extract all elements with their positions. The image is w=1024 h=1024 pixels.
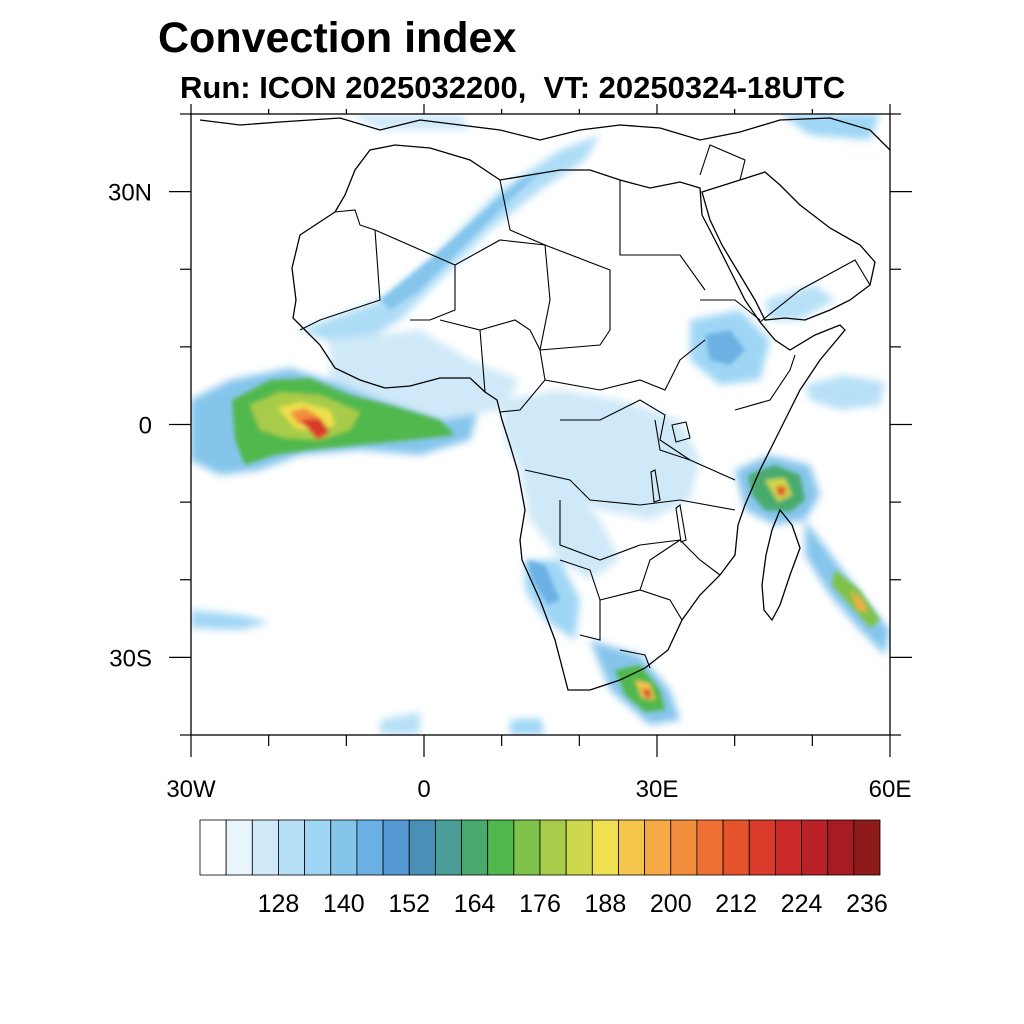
country-borders [299,144,871,669]
colorbar-swatch [304,819,332,876]
map-field [191,114,890,735]
colorbar-swatch [801,819,829,876]
colorbar-swatch [225,819,253,876]
colorbar-swatch [644,819,672,876]
colorbar-swatch [330,819,358,876]
colorbar-swatch [618,819,646,876]
colorbar-swatch [356,819,384,876]
axis-labels: 30W 0 30E 60E 30N 0 30S [108,180,911,803]
colorbar-swatch [513,819,541,876]
colorbar-swatch [199,819,227,876]
colorbar-swatch [774,819,802,876]
colorbar-swatch [827,819,855,876]
colorbar-swatch [591,819,619,876]
colorbar-label: 176 [519,890,561,918]
colorbar-label: 200 [650,890,692,918]
lon-tick-label: 30E [636,776,679,803]
coastlines [199,117,890,691]
lon-tick-label: 30W [166,776,216,803]
colorbar-label: 188 [585,890,627,918]
colorbar-label: 212 [715,890,757,918]
colorbar-swatch [434,819,462,876]
colorbar-swatch [565,819,593,876]
colorbar-label: 152 [388,890,430,918]
colorbar-label: 236 [846,890,888,918]
colorbar-swatch [278,819,306,876]
colorbar-swatch [251,819,279,876]
chart-title: Convection index [158,14,517,62]
colorbar: 128 140 152 164 176 188 200 212 224 236 [199,819,888,918]
lon-tick-label: 0 [417,776,430,803]
axis-ticks [169,104,912,757]
colorbar-swatch [696,819,724,876]
colorbar-swatch [461,819,489,876]
colorbar-swatch [670,819,698,876]
colorbar-swatch [722,819,750,876]
lat-tick-label: 0 [139,413,152,440]
colorbar-label: 164 [454,890,496,918]
lat-tick-label: 30N [108,180,152,207]
convection-core [232,172,880,712]
colorbar-label: 128 [258,890,300,918]
colorbar-swatch [382,819,410,876]
chart-subtitle: Run: ICON 2025032200, VT: 20250324-18UTC [180,70,846,105]
colorbar-swatch [408,819,436,876]
colorbar-label: 140 [323,890,365,918]
lat-tick-label: 30S [109,645,152,672]
lakes [650,421,691,543]
colorbar-swatch [748,819,776,876]
colorbar-swatch [487,819,515,876]
colorbar-swatch [853,819,881,876]
colorbar-label: 224 [781,890,823,918]
lon-tick-label: 60E [869,776,912,803]
colorbar-swatch [539,819,567,876]
